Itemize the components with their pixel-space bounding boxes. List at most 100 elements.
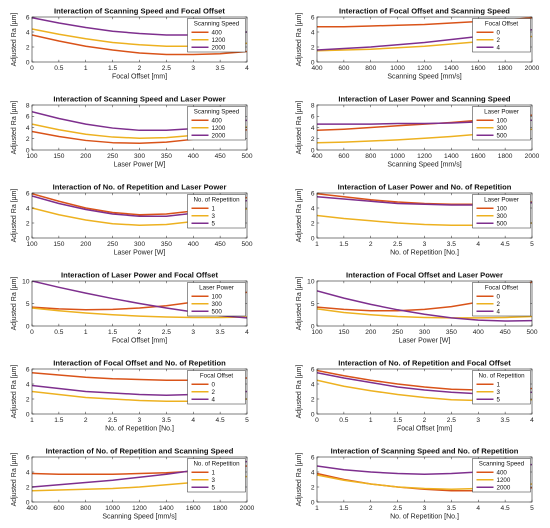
y-tick-label: 4 — [311, 29, 315, 36]
x-tick-label: 200 — [80, 153, 91, 160]
legend-box — [472, 18, 531, 53]
x-tick-label: 2.5 — [393, 241, 402, 248]
x-tick-label: 800 — [80, 505, 91, 512]
x-tick-label: 0.5 — [339, 417, 348, 424]
x-tick-label: 5 — [530, 505, 534, 512]
x-tick-label: 450 — [500, 329, 511, 336]
series-line — [317, 290, 532, 322]
x-tick-label: 1.5 — [54, 417, 63, 424]
y-tick-label: 6 — [311, 454, 315, 461]
y-axis-label: Adjusted Ra [µm] — [11, 453, 18, 507]
legend-item: 2000 — [212, 132, 226, 139]
x-tick-label: 1800 — [213, 505, 228, 512]
x-tick-label: 250 — [107, 241, 118, 248]
x-tick-label: 100 — [26, 153, 37, 160]
legend-title: Laser Power — [199, 285, 234, 292]
y-axis-label: Adjusted Ra [µm] — [296, 101, 303, 155]
x-tick-label: 3 — [423, 241, 427, 248]
y-tick-label: 5 — [26, 301, 30, 308]
x-tick-label: 1600 — [471, 65, 486, 72]
legend-title: Focal Offset — [485, 285, 519, 292]
x-tick-label: 450 — [215, 153, 226, 160]
x-tick-label: 3 — [191, 329, 195, 336]
x-tick-label: 1 — [84, 329, 88, 336]
legend-item: 100 — [497, 205, 508, 212]
y-axis-label: Adjusted Ra [µm] — [11, 365, 18, 419]
x-tick-label: 2000 — [525, 153, 540, 160]
y-tick-label: 2 — [311, 396, 315, 403]
x-tick-label: 0.5 — [54, 65, 63, 72]
y-tick-label: 2 — [26, 396, 30, 403]
legend-item: 2 — [497, 37, 501, 44]
y-axis-label: Adjusted Ra [µm] — [296, 453, 303, 507]
chart-title: Interaction of Scanning Speed and Laser … — [53, 95, 225, 104]
chart-title: Interaction of Focal Offset and Scanning… — [339, 7, 510, 16]
x-tick-label: 350 — [161, 153, 172, 160]
legend-item: 4 — [497, 44, 501, 51]
series-line — [32, 34, 247, 56]
y-axis-label: Adjusted Ra [µm] — [296, 277, 303, 331]
chart-title: Interaction of Focal Offset and No. of R… — [53, 359, 226, 368]
legend-title: No. of Repetition — [193, 461, 240, 468]
y-tick-label: 5 — [311, 301, 315, 308]
legend-item: 300 — [497, 125, 508, 132]
x-axis-label: Laser Power [W] — [114, 162, 166, 169]
y-tick-label: 6 — [26, 14, 30, 21]
legend-item: 2000 — [212, 44, 226, 51]
legend-title: Laser Power — [484, 109, 519, 116]
x-tick-label: 0.5 — [54, 329, 63, 336]
y-tick-label: 8 — [311, 102, 315, 109]
x-axis-label: No. of Repetition [No.] — [390, 250, 459, 257]
x-tick-label: 3.5 — [447, 241, 456, 248]
x-tick-label: 1 — [84, 65, 88, 72]
legend-title: Focal Offset — [200, 373, 234, 380]
x-tick-label: 100 — [26, 241, 37, 248]
x-tick-label: 0 — [30, 65, 34, 72]
y-axis-label: Adjusted Ra [µm] — [11, 101, 18, 155]
chart-panel: Interaction of Focal Offset and No. of R… — [11, 359, 249, 433]
y-axis-label: Adjusted Ra [µm] — [296, 189, 303, 243]
chart-panel: Interaction of Focal Offset and Scanning… — [296, 7, 540, 81]
y-tick-label: 6 — [311, 114, 315, 121]
chart-title: Interaction of No. of Repetition and Foc… — [338, 359, 511, 368]
x-tick-label: 300 — [134, 153, 145, 160]
legend-item: 3 — [212, 213, 216, 220]
x-tick-label: 450 — [215, 241, 226, 248]
legend-item: 400 — [212, 29, 223, 36]
x-tick-label: 2 — [369, 505, 373, 512]
y-tick-label: 10 — [22, 278, 30, 285]
chart-title: Interaction of Scanning Speed and No. of… — [331, 447, 519, 456]
y-tick-label: 6 — [26, 366, 30, 373]
legend-item: 1200 — [212, 37, 226, 44]
y-tick-label: 2 — [311, 220, 315, 227]
legend-box — [187, 370, 246, 405]
x-tick-label: 1 — [315, 505, 319, 512]
x-tick-label: 400 — [188, 153, 199, 160]
x-tick-label: 600 — [53, 505, 64, 512]
x-tick-label: 500 — [241, 241, 252, 248]
x-tick-label: 400 — [311, 65, 322, 72]
x-tick-label: 4.5 — [216, 417, 225, 424]
y-tick-label: 4 — [311, 125, 315, 132]
x-tick-label: 1.5 — [393, 417, 402, 424]
x-axis-label: Focal Offset [mm] — [112, 338, 167, 345]
x-tick-label: 400 — [311, 153, 322, 160]
x-tick-label: 4 — [530, 417, 534, 424]
chart-panel: Interaction of Scanning Speed and No. of… — [296, 447, 534, 521]
x-tick-label: 300 — [134, 241, 145, 248]
y-tick-label: 4 — [26, 381, 30, 388]
x-tick-label: 2000 — [240, 505, 255, 512]
legend-box — [187, 194, 246, 229]
x-tick-label: 250 — [107, 153, 118, 160]
y-axis-label: Adjusted Ra [µm] — [11, 13, 18, 67]
y-tick-label: 4 — [26, 205, 30, 212]
legend-item: 1 — [497, 381, 501, 388]
x-axis-label: No. of Repetition [No.] — [105, 426, 174, 433]
x-tick-label: 3 — [476, 417, 480, 424]
x-tick-label: 4 — [476, 505, 480, 512]
